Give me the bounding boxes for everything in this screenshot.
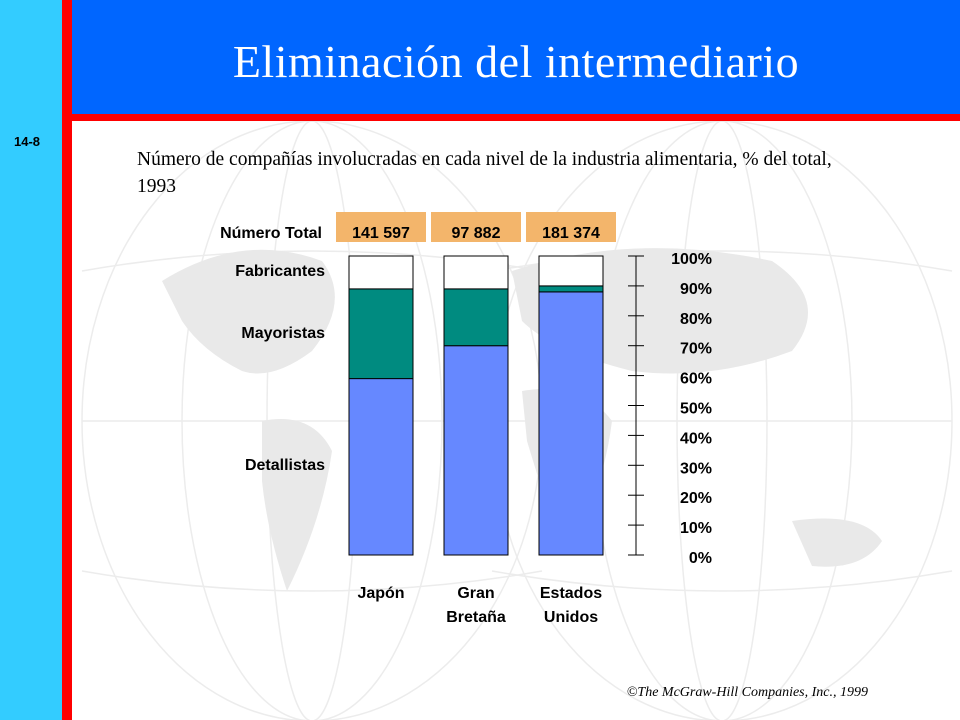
y-tick-label: 40% [680, 430, 712, 447]
bar-segment-mayoristas [443, 288, 509, 347]
y-tick-label: 70% [680, 341, 712, 358]
total-badge [431, 212, 521, 242]
y-tick-label: 60% [680, 371, 712, 388]
y-tick-label: 90% [680, 281, 712, 298]
copyright-notice: ©The McGraw-Hill Companies, Inc., 1999 [626, 685, 868, 700]
y-tick-label: 20% [680, 490, 712, 507]
slide-number: 14-8 [14, 134, 41, 149]
bar-segment-fabricantes [538, 255, 604, 287]
chart-subtitle: Número de compañías involucradas en cada… [137, 149, 832, 197]
bar-segment-detallistas [443, 345, 509, 556]
side-bar [0, 0, 62, 720]
total-value: 181 374 [542, 225, 600, 242]
category-label: Estados [540, 585, 602, 602]
total-label: Número Total [220, 225, 322, 242]
accent-bar-horizontal [72, 114, 960, 121]
total-badge [526, 212, 616, 242]
y-tick-label: 50% [680, 401, 712, 418]
series-label: Mayoristas [241, 325, 325, 342]
bar-segment-mayoristas [348, 288, 414, 380]
y-tick-label: 80% [680, 311, 712, 328]
total-badge [336, 212, 426, 242]
slide-title: Eliminación del intermediario [232, 36, 800, 87]
category-label: Unidos [544, 609, 598, 626]
series-label: Detallistas [245, 457, 325, 474]
accent-bar-vertical [62, 0, 72, 720]
bar-segment-fabricantes [348, 255, 414, 290]
category-label: Gran [457, 585, 494, 602]
y-tick-label: 10% [680, 520, 712, 537]
bar-segment-fabricantes [443, 255, 509, 290]
y-tick-label: 30% [680, 460, 712, 477]
bar-segment-mayoristas [538, 285, 604, 293]
total-value: 141 597 [352, 225, 410, 242]
bar-segment-detallistas [538, 291, 604, 556]
total-value: 97 882 [452, 225, 501, 242]
category-label: Japón [357, 585, 404, 602]
y-tick-label: 100% [671, 251, 712, 268]
bar-segment-detallistas [348, 378, 414, 556]
series-label: Fabricantes [235, 263, 325, 280]
title-banner [72, 0, 960, 114]
category-label: Bretaña [446, 609, 506, 626]
y-tick-label: 0% [689, 550, 712, 567]
